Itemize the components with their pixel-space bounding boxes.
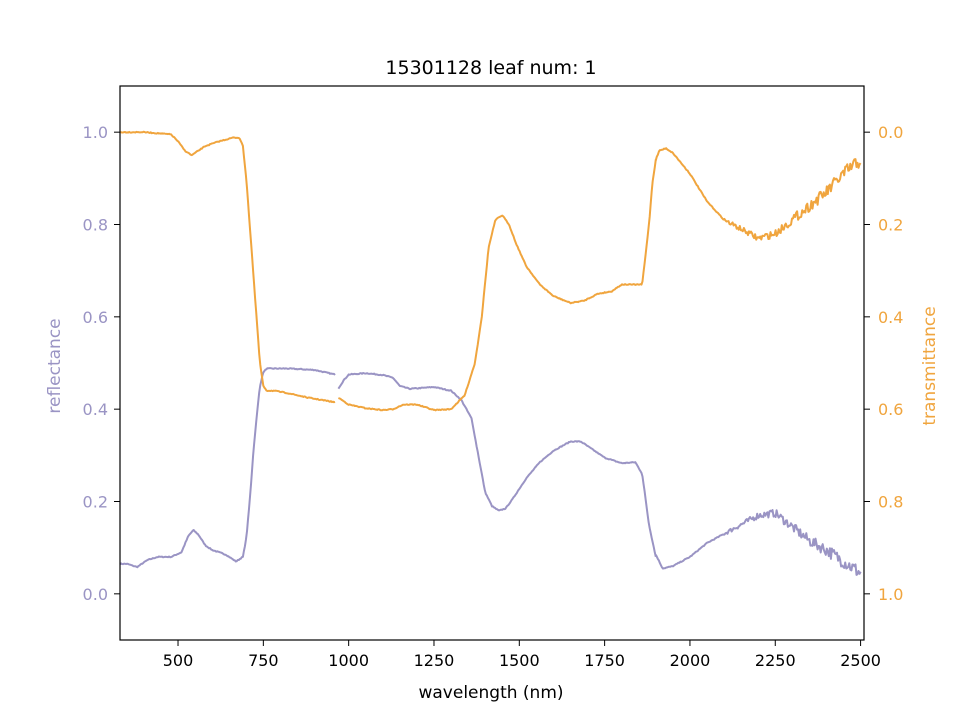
x-tick-label: 2250 bbox=[755, 651, 796, 670]
reflectance-line-segment-1 bbox=[119, 367, 336, 569]
x-tick-label: 500 bbox=[163, 651, 194, 670]
right-y-tick-label: 0.8 bbox=[878, 493, 903, 512]
left-y-axis: 0.0 0.2 0.4 0.6 0.8 1.0 bbox=[83, 123, 120, 604]
reflectance-line-segment-3 bbox=[654, 509, 862, 576]
right-y-axis-label: transmittance bbox=[920, 306, 940, 425]
x-tick-label: 750 bbox=[248, 651, 279, 670]
x-tick-label: 1500 bbox=[499, 651, 540, 670]
right-y-tick-label: 0.6 bbox=[878, 400, 903, 419]
left-y-tick-label: 0.6 bbox=[83, 308, 108, 327]
left-y-tick-label: 0.4 bbox=[83, 400, 108, 419]
x-tick-label: 2000 bbox=[670, 651, 711, 670]
x-tick-label: 1000 bbox=[328, 651, 369, 670]
x-axis: 500 750 1000 1250 1500 1750 2000 2250 2500 bbox=[163, 640, 881, 670]
plot-frame bbox=[119, 85, 865, 641]
chart-title: 15301128 leaf num: 1 bbox=[385, 57, 596, 79]
x-axis-label: wavelength (nm) bbox=[418, 683, 563, 703]
right-y-tick-label: 0.0 bbox=[878, 123, 903, 142]
left-y-tick-label: 0.2 bbox=[83, 493, 108, 512]
right-y-axis: 0.0 0.2 0.4 0.6 0.8 1.0 bbox=[864, 123, 903, 604]
transmittance-line-segment-3 bbox=[654, 147, 862, 241]
left-y-tick-label: 1.0 bbox=[83, 123, 108, 142]
x-tick-label: 1250 bbox=[414, 651, 455, 670]
x-tick-label: 1750 bbox=[584, 651, 625, 670]
left-y-axis-label: reflectance bbox=[45, 318, 65, 413]
right-y-tick-label: 0.4 bbox=[878, 308, 903, 327]
x-tick-label: 2500 bbox=[840, 651, 881, 670]
reflectance-line-segment-2 bbox=[337, 372, 657, 558]
right-y-tick-label: 0.2 bbox=[878, 216, 903, 235]
right-y-tick-label: 1.0 bbox=[878, 585, 903, 604]
left-y-tick-label: 0.8 bbox=[83, 216, 108, 235]
plot-lines bbox=[119, 130, 862, 576]
transmittance-line-segment-1 bbox=[119, 130, 336, 404]
transmittance-line-segment-2 bbox=[338, 159, 657, 412]
left-y-tick-label: 0.0 bbox=[83, 585, 108, 604]
